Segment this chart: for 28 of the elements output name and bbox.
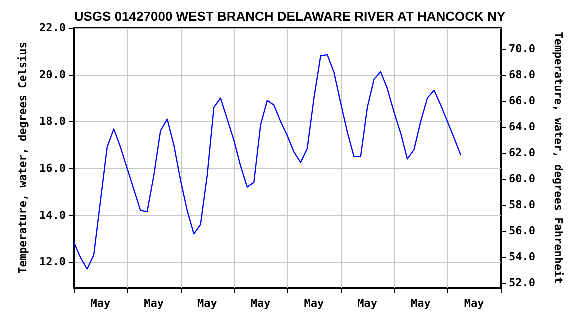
y-tick-label: 22.0 bbox=[40, 22, 66, 34]
x-tick-label: May bbox=[304, 297, 324, 310]
x-tick-label: May bbox=[144, 297, 164, 310]
y2-tick-label: 58.0 bbox=[509, 198, 536, 212]
line-series bbox=[73, 54, 462, 270]
x-tick-label: May bbox=[90, 297, 111, 310]
y2-tick-label: 54.0 bbox=[509, 250, 536, 264]
y2-tick-label: 64.0 bbox=[509, 120, 536, 134]
y-tick-label: 12.0 bbox=[40, 256, 66, 269]
y2-tick-label: 66.0 bbox=[509, 94, 536, 108]
x-tick-label: May bbox=[250, 297, 272, 310]
x-tick-label: May bbox=[411, 297, 432, 310]
x-tick-label: May bbox=[198, 297, 218, 310]
y2-tick-label: 70.0 bbox=[509, 42, 536, 56]
y2-tick-label: 56.0 bbox=[509, 224, 536, 238]
y-tick-label: 14.0 bbox=[40, 208, 66, 222]
y-tick-label: 20.0 bbox=[40, 68, 66, 82]
y2-axis-title: Temperature, water, degrees Fahrenheit bbox=[552, 32, 565, 284]
y-tick-label: 16.0 bbox=[40, 162, 66, 176]
x-tick-label: May bbox=[358, 297, 378, 310]
x-tick-label: May bbox=[464, 297, 485, 310]
y-tick-label: 18.0 bbox=[40, 115, 66, 128]
y2-tick-label: 68.0 bbox=[509, 68, 536, 82]
y-axis-title: Temperature, water, degrees Celsius bbox=[16, 42, 30, 274]
chart-title: USGS 01427000 WEST BRANCH DELAWARE RIVER AT HANCOCK NY bbox=[74, 9, 506, 24]
y2-tick-label: 52.0 bbox=[509, 276, 536, 290]
y2-tick-label: 60.0 bbox=[509, 172, 536, 186]
y2-tick-label: 62.0 bbox=[509, 146, 536, 160]
